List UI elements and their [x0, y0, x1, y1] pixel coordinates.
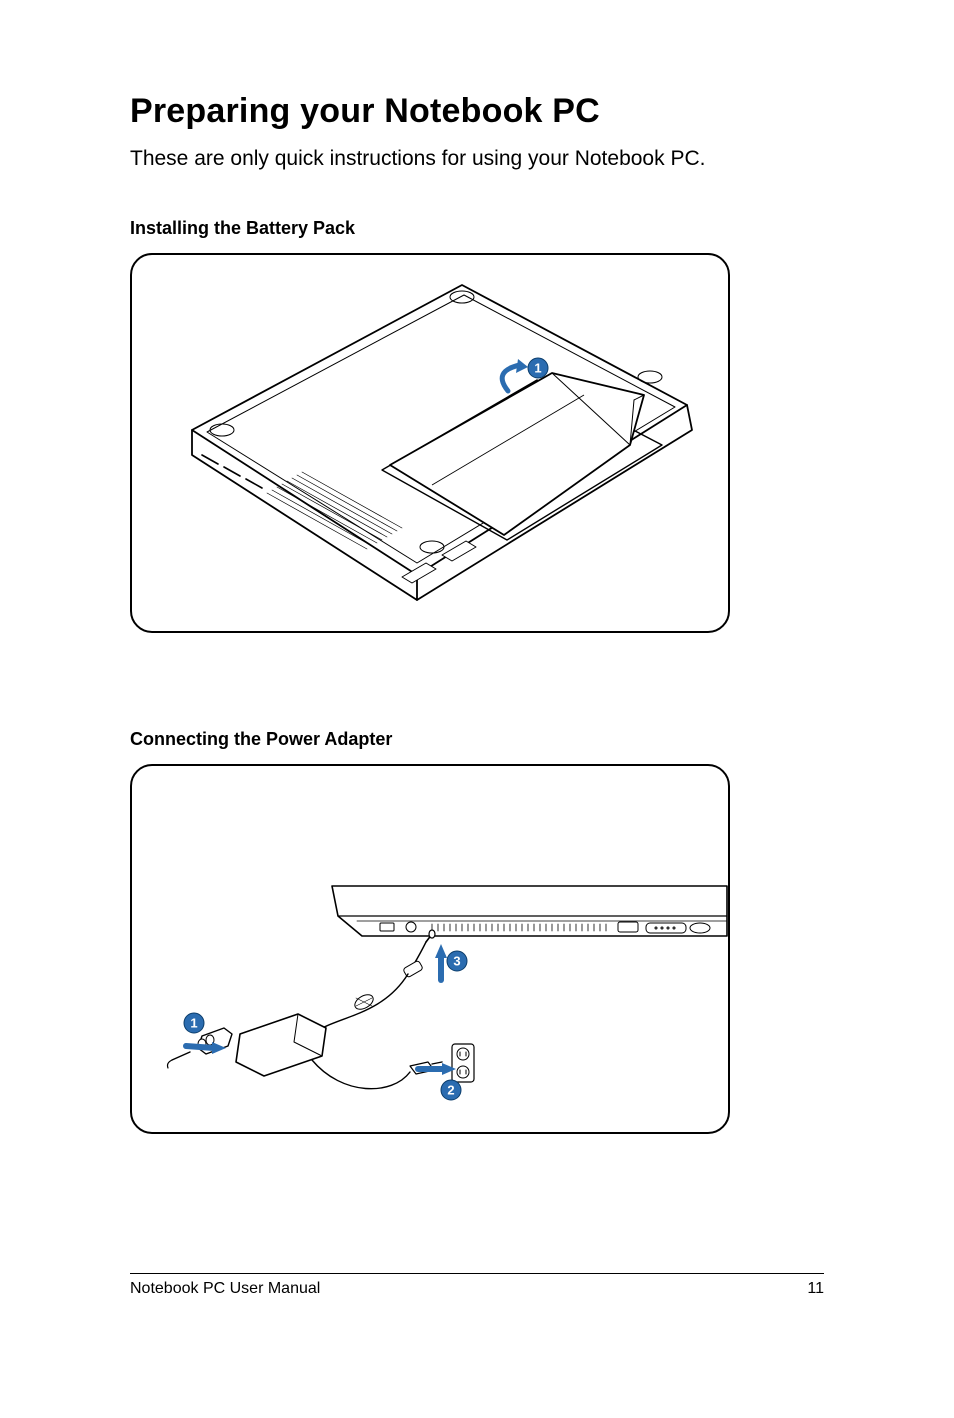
section-title-battery: Installing the Battery Pack — [130, 218, 824, 239]
power-arrow-3-icon — [435, 944, 447, 980]
callout-badge-1: 1 — [184, 1013, 204, 1033]
figure-power: 1 2 3 — [130, 764, 730, 1134]
callout-badge-2: 2 — [441, 1080, 461, 1100]
footer-manual-name: Notebook PC User Manual — [130, 1280, 320, 1298]
svg-text:3: 3 — [453, 954, 460, 969]
page-title: Preparing your Notebook PC — [130, 92, 824, 131]
callout-badge-3: 3 — [447, 951, 467, 971]
battery-illustration: 1 — [132, 255, 732, 635]
page-footer: Notebook PC User Manual 11 — [130, 1273, 824, 1298]
svg-text:1: 1 — [190, 1016, 197, 1031]
callout-badge-1: 1 — [528, 358, 548, 378]
svg-text:2: 2 — [447, 1083, 454, 1098]
footer-page-number: 11 — [807, 1280, 824, 1298]
page-intro: These are only quick instructions for us… — [130, 145, 824, 172]
power-illustration: 1 2 3 — [132, 766, 732, 1136]
battery-arrow-icon — [502, 359, 528, 391]
svg-text:1: 1 — [534, 361, 541, 376]
figure-battery: 1 — [130, 253, 730, 633]
section-title-power: Connecting the Power Adapter — [130, 729, 824, 750]
